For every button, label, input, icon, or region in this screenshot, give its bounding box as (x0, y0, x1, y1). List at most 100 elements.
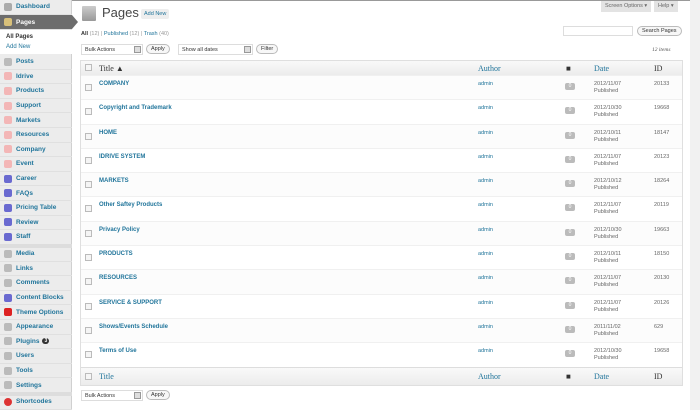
filter-published[interactable]: Published (103, 31, 129, 37)
menu-settings[interactable]: Settings (0, 378, 72, 393)
page-title-link[interactable]: MARKETS (99, 178, 129, 185)
filter-button[interactable]: Filter (256, 44, 279, 54)
row-checkbox[interactable] (85, 84, 92, 91)
menu-dashboard[interactable]: Dashboard (0, 0, 72, 15)
row-checkbox[interactable] (85, 351, 92, 359)
search-input[interactable] (563, 26, 633, 36)
apply-button[interactable]: Apply (146, 44, 170, 54)
author-link[interactable]: admin (478, 348, 493, 355)
menu-posts[interactable]: Posts (0, 55, 72, 70)
menu-company[interactable]: Company (0, 143, 72, 158)
filter-all[interactable]: All (81, 31, 89, 37)
bulk-actions-select-bottom[interactable]: Bulk Actions (81, 390, 143, 401)
comment-count[interactable]: 0 (565, 204, 575, 212)
author-link[interactable]: admin (478, 323, 493, 330)
menu-staff[interactable]: Staff (0, 230, 72, 245)
search-pages-button[interactable]: Search Pages (637, 26, 682, 36)
row-checkbox[interactable] (85, 205, 92, 213)
menu-comments[interactable]: Comments (0, 276, 72, 291)
comment-count[interactable]: 0 (565, 350, 575, 358)
column-id[interactable]: ID (654, 371, 663, 381)
filter-trash[interactable]: Trash (143, 31, 158, 37)
select-all-checkbox[interactable] (85, 372, 92, 380)
row-checkbox[interactable] (85, 254, 92, 262)
page-title-link[interactable]: Other Saftey Products (99, 202, 163, 209)
page-title-link[interactable]: PRODUCTS (99, 251, 133, 258)
comment-count[interactable]: 0 (565, 180, 575, 188)
menu-support[interactable]: Support (0, 99, 72, 114)
column-title[interactable]: Title ▲ (99, 64, 124, 73)
menu-media[interactable]: Media (0, 247, 72, 262)
menu-career[interactable]: Career (0, 172, 72, 187)
column-date[interactable]: Date (594, 64, 610, 73)
date-filter-select[interactable]: Show all dates (178, 44, 253, 55)
page-title-link[interactable]: Shows/Events Schedule (99, 323, 169, 330)
column-author[interactable]: Author (478, 64, 501, 73)
author-link[interactable]: admin (478, 178, 493, 185)
comment-count[interactable]: 0 (565, 155, 575, 163)
menu-idrive[interactable]: Idrive (0, 70, 72, 85)
page-title-link[interactable]: Privacy Policy (99, 226, 140, 233)
menu-plugins[interactable]: Plugins 3 (0, 335, 72, 350)
column-title[interactable]: Title (99, 371, 114, 381)
page-title-link[interactable]: HOME (99, 129, 117, 136)
submenu-all-pages[interactable]: All Pages (6, 34, 34, 40)
menu-event[interactable]: Event (0, 157, 72, 172)
bulk-actions-select[interactable]: Bulk Actions (81, 44, 143, 55)
author-link[interactable]: admin (478, 81, 493, 87)
menu-tools[interactable]: Tools (0, 364, 72, 379)
add-new-button[interactable]: Add New (141, 9, 170, 19)
menu-users[interactable]: Users (0, 349, 72, 364)
column-author[interactable]: Author (478, 371, 501, 381)
page-title-link[interactable]: COMPANY (99, 81, 130, 87)
author-link[interactable]: admin (478, 226, 493, 233)
menu-links[interactable]: Links (0, 262, 72, 277)
page-title-link[interactable]: Copyright and Trademark (99, 105, 172, 112)
author-link[interactable]: admin (478, 251, 493, 258)
menu-products[interactable]: Products (0, 84, 72, 99)
row-checkbox[interactable] (85, 326, 92, 334)
apply-button-bottom[interactable]: Apply (146, 390, 170, 400)
comment-count[interactable]: 0 (565, 253, 575, 261)
menu-pages[interactable]: Pages (0, 15, 78, 30)
menu-shortcodes[interactable]: Shortcodes (0, 395, 72, 410)
comment-count[interactable]: 0 (565, 228, 575, 236)
comment-count[interactable]: 0 (565, 131, 575, 139)
page-title-link[interactable]: IDRIVE SYSTEM (99, 153, 146, 160)
submenu-add-new[interactable]: Add New (6, 44, 31, 50)
page-title-link[interactable]: Terms of Use (99, 348, 137, 355)
comment-count[interactable]: 0 (565, 325, 575, 333)
author-link[interactable]: admin (478, 202, 493, 209)
select-all-checkbox[interactable] (85, 64, 92, 71)
row-checkbox[interactable] (85, 132, 92, 140)
author-link[interactable]: admin (478, 129, 493, 136)
author-link[interactable]: admin (478, 275, 493, 282)
page-title-link[interactable]: SERVICE & SUPPORT (99, 299, 162, 306)
menu-review[interactable]: Review (0, 216, 72, 231)
menu-faqs[interactable]: FAQs (0, 186, 72, 201)
column-id[interactable]: ID (654, 64, 663, 73)
author-link[interactable]: admin (478, 153, 493, 160)
row-checkbox[interactable] (85, 302, 92, 310)
menu-markets[interactable]: Markets (0, 113, 72, 128)
menu-appearance[interactable]: Appearance (0, 320, 72, 335)
row-checkbox[interactable] (85, 156, 92, 164)
page-title-link[interactable]: RESOURCES (99, 275, 138, 282)
row-checkbox[interactable] (85, 181, 92, 189)
author-link[interactable]: admin (478, 299, 493, 306)
comment-count[interactable]: 0 (565, 301, 575, 309)
row-checkbox[interactable] (85, 229, 92, 237)
comment-count[interactable]: 0 (565, 83, 575, 90)
row-checkbox[interactable] (85, 278, 92, 286)
author-link[interactable]: admin (478, 105, 493, 112)
comment-count[interactable]: 0 (565, 277, 575, 285)
menu-content-blocks[interactable]: Content Blocks (0, 291, 72, 306)
menu-resources[interactable]: Resources (0, 128, 72, 143)
screen-options-button[interactable]: Screen Options ▾ (601, 1, 652, 12)
column-date[interactable]: Date (594, 371, 610, 381)
help-button[interactable]: Help ▾ (654, 1, 678, 12)
menu-pricing-table[interactable]: Pricing Table (0, 201, 72, 216)
comment-count[interactable]: 0 (565, 107, 575, 115)
row-checkbox[interactable] (85, 108, 92, 116)
menu-theme-options[interactable]: Theme Options (0, 305, 72, 320)
